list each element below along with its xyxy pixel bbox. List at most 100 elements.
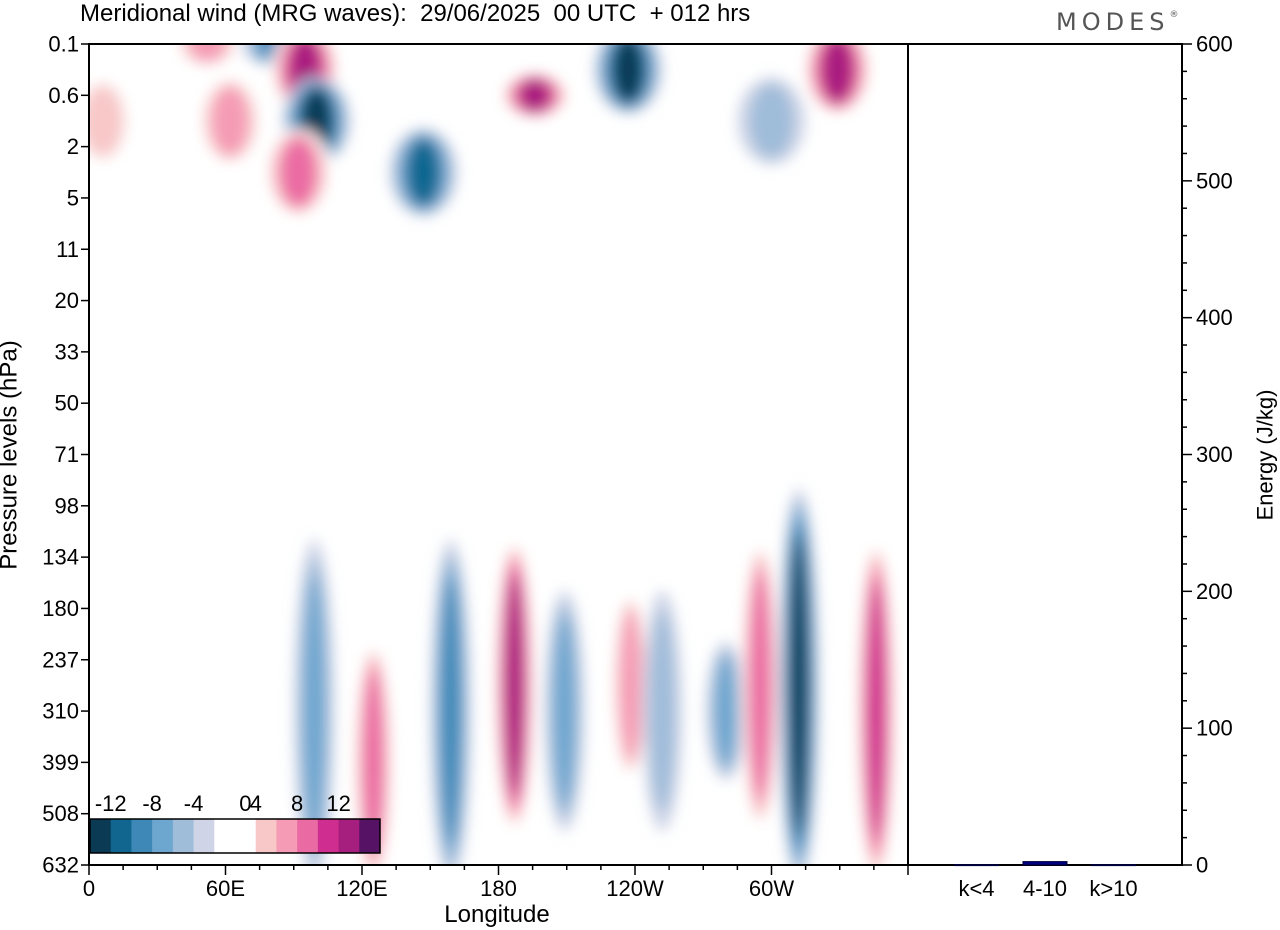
colorbar-swatch xyxy=(131,819,153,853)
contour-feature xyxy=(803,44,872,114)
colorbar-swatch xyxy=(255,819,277,853)
contour-feature xyxy=(500,73,569,118)
contour-feature xyxy=(494,539,535,832)
energy-tick-label: 100 xyxy=(1196,716,1233,741)
contour-band xyxy=(867,583,885,839)
chart-title: Meridional wind (MRG waves): 29/06/2025 … xyxy=(80,0,751,27)
contour-band xyxy=(89,84,125,158)
y-tick-label: 237 xyxy=(42,647,79,672)
contour-band xyxy=(441,580,460,842)
y-tick-label: 0.1 xyxy=(48,32,79,57)
contour-feature xyxy=(430,539,471,865)
contour-band xyxy=(750,574,770,797)
energy-tick-label: 200 xyxy=(1196,579,1233,604)
y-tick-label: 508 xyxy=(42,801,79,826)
x-tick-label: 120E xyxy=(336,876,387,901)
energy-panel-frame xyxy=(907,43,1183,866)
contour-feature xyxy=(740,539,781,832)
colorbar-swatch xyxy=(235,819,257,853)
y-tick-label: 134 xyxy=(42,545,79,570)
contour-band xyxy=(649,609,676,813)
y-tick-label: 399 xyxy=(42,750,79,775)
y-tick-label: 180 xyxy=(42,596,79,621)
contour-feature xyxy=(737,77,806,165)
colorbar-swatch xyxy=(152,819,174,853)
contour-feature xyxy=(594,44,663,114)
contour-band xyxy=(715,656,737,766)
y-tick-label: 5 xyxy=(67,185,79,210)
y-tick-label: 0.6 xyxy=(48,83,79,108)
contour-feature xyxy=(294,539,335,865)
colorbar-tick-label: -8 xyxy=(142,791,162,816)
x-axis-label: Longitude xyxy=(444,901,549,928)
x-tick-label: 0 xyxy=(83,876,95,901)
contour-feature xyxy=(196,77,265,165)
colorbar-frame xyxy=(89,818,381,854)
colorbar-swatch xyxy=(193,819,215,853)
modes-logo: MODES® xyxy=(1056,8,1178,36)
colorbar-swatch xyxy=(297,819,319,853)
x-tick-label: 120W xyxy=(606,876,664,901)
contour-feature xyxy=(610,590,651,781)
energy-category-label: 4-10 xyxy=(1023,876,1067,901)
colorbar-swatch xyxy=(90,819,112,853)
colorbar: -12 -8 -4 04 8 12 xyxy=(89,791,381,854)
energy-tick-label: 0 xyxy=(1196,853,1208,878)
colorbar-tick-label: 12 xyxy=(326,791,350,816)
colorbar-tick-label: 0 xyxy=(239,791,251,816)
contour-feature xyxy=(389,128,458,216)
colorbar-swatch xyxy=(276,819,298,853)
y-tick-label: 50 xyxy=(55,391,79,416)
contour-band xyxy=(749,84,794,158)
y-tick-label: 632 xyxy=(42,853,79,878)
contour-feature xyxy=(264,128,333,216)
colorbar-tick-label: -12 xyxy=(95,791,127,816)
colorbar-swatch xyxy=(214,819,236,853)
colorbar-swatch xyxy=(317,819,340,853)
contour-feature xyxy=(89,77,137,165)
contour-feature xyxy=(353,641,394,865)
contour-band xyxy=(409,139,438,205)
energy-axis-label: Energy (J/kg) xyxy=(1253,390,1278,521)
contour-band xyxy=(790,541,807,830)
contour-band xyxy=(364,671,383,854)
logo-text: MODES xyxy=(1056,8,1170,36)
energy-tick-label: 400 xyxy=(1196,305,1233,330)
contour-band xyxy=(303,576,325,846)
colorbar-tick-label: 8 xyxy=(291,791,303,816)
longitude-axis: 0 60E 120E 180 120W 60W xyxy=(83,865,909,901)
energy-axis: 0 100 200 300 400 500 600 xyxy=(1182,32,1233,878)
contour-feature xyxy=(173,44,242,66)
contour-band xyxy=(282,139,314,206)
x-tick-label: 180 xyxy=(480,876,517,901)
energy-bar xyxy=(954,864,999,867)
x-tick-label: 60W xyxy=(749,876,794,901)
contour-feature xyxy=(778,487,819,865)
contour-band xyxy=(212,86,248,156)
y-axis-label: Pressure levels (hPa) xyxy=(0,340,23,569)
y-tick-label: 98 xyxy=(55,493,79,518)
contour-band xyxy=(506,578,523,793)
contour-band xyxy=(823,44,852,102)
y-tick-label: 2 xyxy=(67,134,79,159)
contour-band xyxy=(137,44,178,165)
y-tick-label: 20 xyxy=(55,288,79,313)
y-tick-label: 11 xyxy=(56,237,79,262)
contour-band xyxy=(521,79,549,112)
contour-band xyxy=(614,44,642,102)
energy-bar xyxy=(1091,864,1136,867)
colorbar-swatch xyxy=(110,819,132,853)
y-tick-label: 33 xyxy=(55,339,79,364)
contour-feature xyxy=(642,590,683,832)
contour-feature xyxy=(137,44,178,165)
pressure-axis: 0.1 0.6 2 5 11 20 33 50 71 98 134 180 237 310 399 508 63… xyxy=(42,32,89,878)
energy-tick-label: 600 xyxy=(1196,32,1233,57)
energy-bars: k<4 4-10 k>10 xyxy=(954,861,1138,901)
y-tick-label: 71 xyxy=(55,442,79,467)
energy-category-label: k>10 xyxy=(1089,876,1137,901)
contour-band xyxy=(189,44,225,62)
logo-mark: ® xyxy=(1169,10,1179,20)
x-tick-label: 60E xyxy=(206,876,245,901)
energy-category-label: k<4 xyxy=(958,876,994,901)
